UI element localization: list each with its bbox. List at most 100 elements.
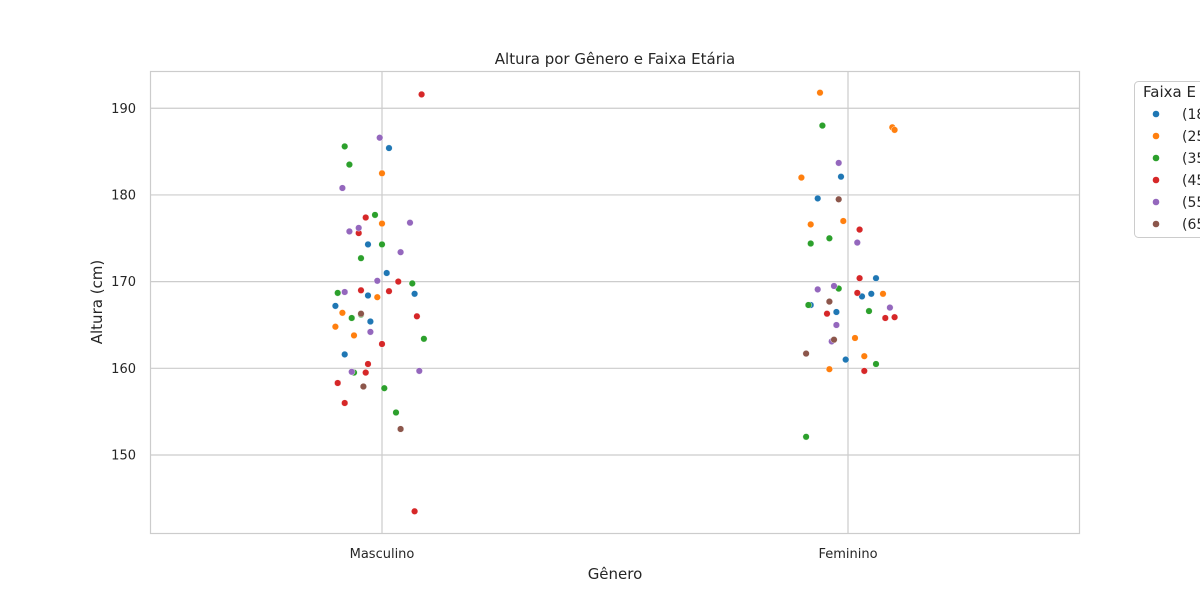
data-point	[837, 173, 845, 181]
data-point	[334, 289, 342, 297]
data-point	[807, 220, 815, 228]
data-point	[366, 328, 374, 336]
data-point	[357, 286, 365, 294]
data-point	[891, 313, 899, 321]
data-point	[341, 399, 349, 407]
data-point	[378, 240, 386, 248]
data-point	[378, 340, 386, 348]
legend-box	[1134, 81, 1200, 238]
data-point	[842, 356, 850, 364]
data-point	[373, 277, 381, 285]
data-point	[418, 90, 426, 98]
data-point	[856, 226, 864, 234]
data-point	[858, 292, 866, 300]
legend-entry-label: (55	[1182, 195, 1200, 211]
data-point	[348, 368, 356, 376]
legend-entry-label: (65	[1182, 217, 1200, 233]
data-point	[825, 234, 833, 242]
points-layer	[331, 89, 899, 515]
legend-entry-label: (25	[1182, 129, 1200, 145]
x-tick-label: Feminino	[818, 547, 877, 562]
data-point	[860, 352, 868, 360]
data-point	[415, 367, 423, 375]
data-point	[872, 274, 880, 282]
data-point	[397, 425, 405, 433]
y-tick-label: 160	[111, 362, 136, 377]
data-point	[392, 409, 400, 417]
chart-title: Altura por Gênero e Faixa Etária	[495, 50, 735, 68]
legend-marker	[1152, 132, 1160, 140]
data-point	[872, 360, 880, 368]
y-tick-label: 180	[111, 188, 136, 203]
y-axis-label: Altura (cm)	[88, 260, 106, 345]
data-point	[394, 278, 402, 286]
data-point	[411, 290, 419, 298]
data-point	[345, 227, 353, 235]
data-point	[371, 211, 379, 219]
data-point	[420, 335, 428, 343]
data-point	[345, 161, 353, 169]
data-point	[397, 248, 405, 256]
data-point	[802, 433, 810, 441]
data-point	[408, 279, 416, 287]
data-point	[338, 309, 346, 317]
legend-entry-label: (45	[1182, 173, 1200, 189]
data-point	[853, 289, 861, 297]
data-point	[807, 239, 815, 247]
data-point	[835, 159, 843, 167]
data-point	[825, 298, 833, 306]
data-point	[362, 369, 370, 377]
data-point	[406, 219, 414, 227]
data-point	[413, 312, 421, 320]
data-point	[856, 274, 864, 282]
data-point	[366, 318, 374, 326]
data-point	[350, 331, 358, 339]
legend-marker	[1152, 198, 1160, 206]
data-point	[364, 240, 372, 248]
legend-marker	[1152, 176, 1160, 184]
data-point	[797, 174, 805, 182]
data-point	[881, 314, 889, 322]
legend-entry-label: (35	[1182, 151, 1200, 167]
data-point	[341, 288, 349, 296]
data-point	[823, 310, 831, 318]
data-point	[373, 293, 381, 301]
x-axis-label: Gênero	[588, 565, 643, 583]
data-point	[348, 314, 356, 322]
data-point	[867, 290, 875, 298]
data-point	[830, 336, 838, 344]
data-point	[865, 307, 873, 315]
tick-layer: 150 160 170 180 190 Masculino Feminino	[111, 102, 877, 562]
data-point	[378, 220, 386, 228]
data-point	[886, 304, 894, 312]
data-point	[832, 321, 840, 329]
data-point	[364, 360, 372, 368]
data-point	[334, 379, 342, 387]
legend-marker	[1152, 154, 1160, 162]
y-tick-label: 190	[111, 102, 136, 117]
data-point	[378, 169, 386, 177]
legend-marker	[1152, 220, 1160, 228]
data-point	[835, 195, 843, 203]
data-point	[331, 302, 339, 310]
data-point	[825, 365, 833, 373]
data-point	[341, 350, 349, 358]
legend: Faixa E (18 (25 (35 (45 (55 (65	[1134, 81, 1200, 238]
data-point	[362, 213, 370, 221]
data-point	[891, 126, 899, 134]
data-point	[802, 350, 810, 358]
legend-marker	[1152, 110, 1160, 118]
legend-entry-label: (18	[1182, 107, 1200, 123]
data-point	[376, 134, 384, 142]
data-point	[411, 507, 419, 515]
data-point	[359, 383, 367, 391]
data-point	[355, 224, 363, 232]
data-point	[364, 292, 372, 300]
y-tick-label: 150	[111, 448, 136, 463]
data-point	[830, 282, 838, 290]
plot-frame	[149, 70, 1081, 535]
data-point	[380, 384, 388, 392]
data-point	[385, 144, 393, 152]
data-point	[814, 194, 822, 202]
